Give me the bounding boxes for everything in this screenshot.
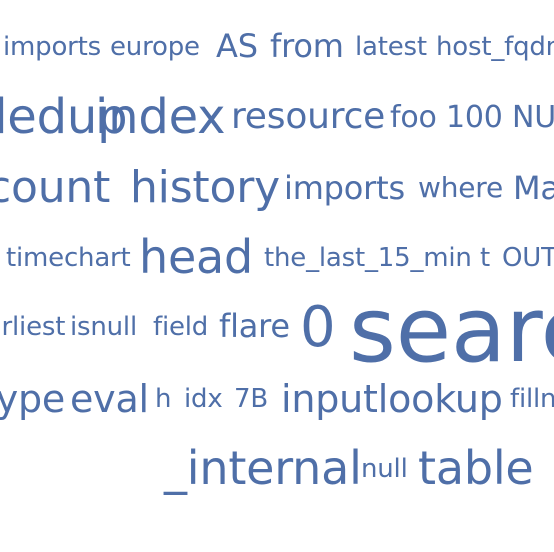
word-head[interactable]: head — [139, 230, 254, 284]
word-count[interactable]: count — [0, 162, 111, 213]
word-null-upper[interactable]: NULL — [512, 100, 554, 135]
word-latest[interactable]: latest — [355, 32, 427, 62]
word-timechart[interactable]: timechart — [6, 243, 131, 273]
word-the-last-15-min[interactable]: the_last_15_min — [264, 243, 472, 273]
word-resource[interactable]: resource — [231, 96, 386, 137]
word-host-fqdn[interactable]: host_fqdn — [436, 32, 554, 62]
word-earliest[interactable]: earliest — [0, 312, 66, 342]
word-from[interactable]: from — [270, 27, 344, 65]
word-search[interactable]: search — [349, 278, 554, 383]
word-field[interactable]: field — [153, 312, 209, 342]
word-where[interactable]: where — [418, 171, 503, 204]
word-europe[interactable]: europe — [110, 32, 200, 62]
word-dedup[interactable]: dedup — [0, 89, 128, 145]
word-idx[interactable]: idx — [184, 384, 223, 414]
word-inputlookup[interactable]: inputlookup — [281, 377, 503, 421]
word-index[interactable]: index — [95, 89, 226, 145]
word-null[interactable]: null — [361, 454, 408, 484]
word-type[interactable]: type — [0, 377, 66, 421]
word-eval[interactable]: eval — [70, 377, 149, 421]
word-flare[interactable]: flare — [219, 307, 290, 345]
word-imports-2[interactable]: imports — [284, 169, 405, 207]
word-t[interactable]: t — [480, 243, 490, 273]
word-ma[interactable]: Ma — [513, 169, 554, 207]
word-100[interactable]: 100 — [446, 100, 503, 135]
word-fillnull[interactable]: fillnull — [510, 384, 554, 414]
word-foo[interactable]: foo — [390, 100, 437, 135]
word-h[interactable]: h — [155, 384, 172, 414]
word-zero[interactable]: 0 — [300, 295, 336, 360]
word-imports[interactable]: imports — [3, 32, 101, 62]
word-history[interactable]: history — [130, 162, 280, 213]
word-isnull[interactable]: isnull — [70, 312, 137, 342]
word-table[interactable]: table — [418, 441, 534, 495]
word-out[interactable]: OUT — [502, 243, 554, 273]
word-internal[interactable]: _internal — [164, 441, 362, 495]
word-as[interactable]: AS — [216, 27, 258, 65]
word-7b[interactable]: 7B — [234, 384, 268, 414]
